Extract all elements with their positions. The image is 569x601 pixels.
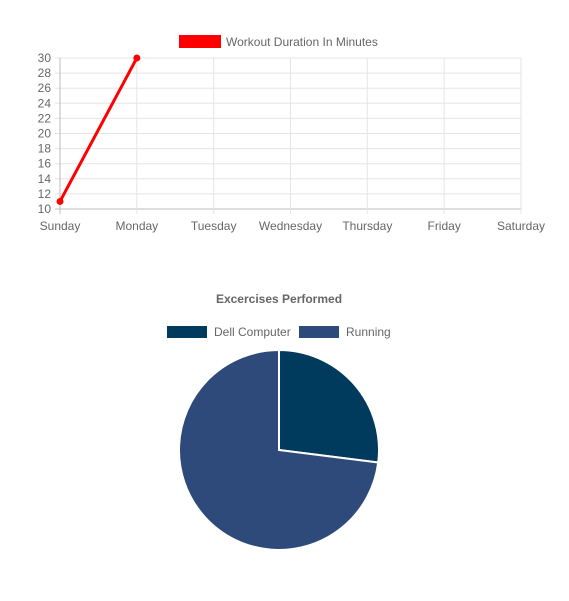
- data-point[interactable]: [133, 54, 141, 62]
- y-tick-label: 26: [38, 81, 52, 95]
- y-tick-label: 28: [38, 66, 52, 80]
- pie-chart-legend: Dell Computer Running: [167, 325, 391, 339]
- pie-legend-swatch: [167, 326, 207, 338]
- pie-slices: [178, 348, 380, 551]
- series-line: [58, 57, 139, 203]
- y-tick-label: 10: [38, 202, 52, 216]
- line-series-workout-duration: [56, 54, 141, 205]
- line-chart: Workout Duration In Minutes 101214161820…: [38, 35, 545, 233]
- pie-legend-item[interactable]: Running: [299, 325, 391, 339]
- x-tick-label: Thursday: [342, 219, 392, 233]
- pie-chart-title: Excercises Performed: [216, 292, 342, 306]
- pie-slice[interactable]: [178, 348, 380, 551]
- line-chart-legend[interactable]: Workout Duration In Minutes: [179, 35, 378, 49]
- x-tick-label: Monday: [115, 219, 158, 233]
- y-tick-label: 12: [38, 187, 52, 201]
- x-tick-label: Friday: [427, 219, 460, 233]
- pie-legend-swatch: [299, 326, 339, 338]
- pie-slice[interactable]: [278, 348, 380, 464]
- x-axis-tick-labels: Sunday Monday Tuesday Wednesday Thursday Frid…: [40, 219, 545, 233]
- legend-swatch-workout-duration: [179, 35, 221, 48]
- line-chart-grid: [55, 57, 522, 214]
- y-tick-label: 14: [38, 172, 52, 186]
- y-tick-label: 24: [38, 96, 52, 110]
- y-tick-label: 20: [38, 127, 52, 141]
- pie-legend-label: Dell Computer: [214, 325, 291, 339]
- legend-label-workout-duration: Workout Duration In Minutes: [226, 35, 378, 49]
- y-tick-label: 22: [38, 111, 52, 125]
- pie-legend-item[interactable]: Dell Computer: [167, 325, 291, 339]
- x-tick-label: Wednesday: [259, 219, 322, 233]
- data-point[interactable]: [56, 197, 64, 205]
- y-tick-label: 18: [38, 142, 52, 156]
- x-tick-label: Sunday: [40, 219, 81, 233]
- x-tick-label: Saturday: [497, 219, 545, 233]
- pie-legend-label: Running: [346, 325, 391, 339]
- y-tick-label: 30: [38, 51, 52, 65]
- y-tick-label: 16: [38, 157, 52, 171]
- x-tick-label: Tuesday: [191, 219, 237, 233]
